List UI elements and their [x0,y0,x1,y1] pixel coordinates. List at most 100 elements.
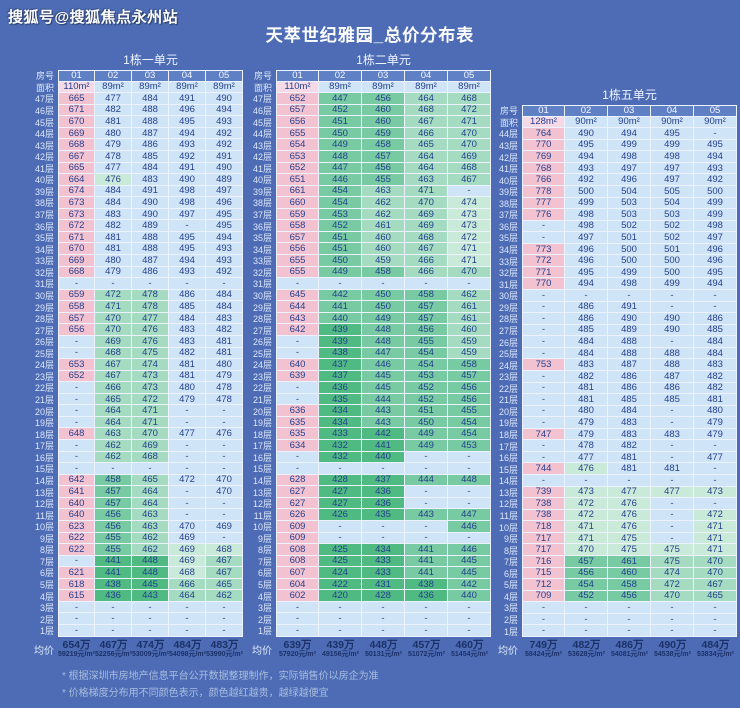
price-cell: 444 [405,474,448,487]
average-total: 749万 [529,638,558,651]
table-row: 42层 769 494 498 498 494 [486,151,737,163]
floor-label: 16层 [498,453,518,464]
average-total: 439万 [326,638,355,651]
price-cell: 482 [694,382,737,395]
price-cell: 471 [448,243,491,255]
price-cell: - [362,602,405,614]
price-cell: 466 [405,255,448,267]
average-price-cell: 439万 49156元/m² [319,638,362,659]
floor-label: 38层 [498,198,518,209]
price-cell: 481 [608,452,651,464]
price-cell: 460 [362,116,405,128]
table-row: 36层 672 482 489-495 [22,220,243,232]
price-cell: 771 [522,267,565,279]
table-row: 43层 770 495 499 499 495 [486,139,737,152]
price-cell: 466 [169,579,206,591]
table-row: 7层 -441 448 469 467 [22,555,243,568]
room-number-header: 03 [608,105,651,117]
table-row: 34层 773 496 500 501 496 [486,244,737,256]
floor-label: 14层 [34,475,54,486]
floor-label: 7层 [257,556,272,567]
price-cell: 479 [565,429,608,441]
footnote-legend: * 价格梯度分布用不同颜色表示，颜色越红越贵，越绿越便宜 [62,688,329,699]
price-cell: 452 [565,590,608,603]
price-cell: 469 [169,555,206,568]
average-unit-price: 53834元/m² [697,650,734,658]
floor-label: 47层 [34,94,54,105]
price-cell: 478 [95,151,132,163]
price-cell: 447 [448,509,491,521]
price-cell: 716 [522,556,565,568]
price-cell: 439 [319,324,362,336]
price-cell: 495 [206,220,243,232]
price-cell: 471 [565,521,608,533]
price-cell: 471 [694,544,737,556]
price-cell: 717 [522,533,565,545]
price-cell: 488 [608,336,651,348]
table-row: 5层 618 438 445 466 465 [22,579,243,591]
price-cell: 461 [608,556,651,568]
price-cell: 482 [206,324,243,336]
average-price-cell: 486万 54081元/m² [608,639,651,659]
price-cell: 433 [362,555,405,568]
price-cell: 470 [694,567,737,580]
price-cell: 673 [58,209,95,221]
price-cell: 474 [132,359,169,371]
price-cell: 451 [319,232,362,244]
price-cell: 468 [169,567,206,579]
price-cell: - [448,278,491,290]
price-cell: 479 [694,417,737,429]
price-cell: - [169,486,206,498]
price-cell: 628 [276,474,319,487]
floor-label: 39层 [34,186,54,197]
price-cell: 668 [58,139,95,151]
price-cell: 753 [522,359,565,371]
price-cell: 465 [206,579,243,591]
price-cell: 657 [58,313,95,325]
price-cell: 658 [58,301,95,313]
footnotes: * 根据深圳市房地产信息平台公开数据整理制作，实际销售价以房企为准 * 价格梯度… [62,668,379,702]
price-cell: 636 [276,405,319,417]
table-row: 1层 - - - - - [486,625,737,637]
floor-label: 32层 [34,267,54,278]
table-row: 34层 656 451 460 467 471 [240,243,491,255]
price-cell: 481 [651,463,694,475]
table-row: 30层 645 442 450 458 462 [240,289,491,302]
price-cell: 494 [565,278,608,290]
price-cell: 495 [169,232,206,244]
table-row: 16层 -462 468- - [22,451,243,464]
price-cell: 457 [448,370,491,383]
price-cell: 463 [95,428,132,440]
price-cell: 444 [362,394,405,406]
price-cell: 426 [319,509,362,521]
price-cell: 495 [651,128,694,140]
price-cell: 607 [276,567,319,579]
floor-label: 33层 [34,256,54,267]
price-cell: 674 [58,185,95,198]
table-row: 15层 - - - - - [240,463,491,475]
price-cell: 473 [694,486,737,499]
floor-label: 31层 [498,279,518,290]
table-row: 11层 738 472 476-472 [486,509,737,522]
price-cell: 738 [522,498,565,510]
price-cell: 459 [448,336,491,348]
price-cell: 470 [169,521,206,533]
price-cell: 471 [694,521,737,533]
floor-label: 40层 [498,175,518,186]
price-cell: 478 [206,394,243,406]
table-row: 46层 671 482 488 496 494 [22,104,243,117]
price-cell: 500 [651,267,694,279]
price-cell: 495 [169,116,206,128]
price-cell: 462 [206,590,243,602]
table-row: 34层 670 481 488 495 493 [22,243,243,255]
area-header-label: 面积 [35,82,54,93]
table-row: 23层 639 437 445 453 457 [240,370,491,383]
price-cell: 467 [405,243,448,255]
price-cell: 490 [132,197,169,209]
price-cell: 458 [608,579,651,591]
room-header-label: 房号 [35,71,54,82]
price-cell: 657 [276,232,319,244]
price-cell: 457 [95,498,132,510]
area-header-label: 面积 [499,117,518,128]
price-cell: - [132,278,169,290]
